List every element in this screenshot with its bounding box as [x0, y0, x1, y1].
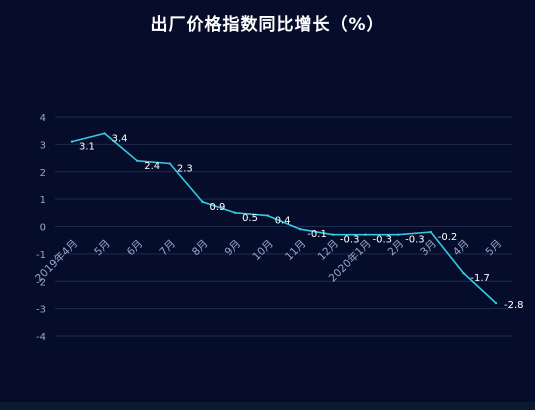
- x-tick-label: 5月: [483, 238, 504, 259]
- data-point: [331, 233, 335, 236]
- data-point: [103, 132, 106, 135]
- data-point: [233, 211, 237, 215]
- y-tick-label: 4: [40, 113, 46, 124]
- series-line: [71, 132, 497, 304]
- data-label: -0.3: [405, 235, 425, 246]
- x-tick-label: 6月: [125, 238, 146, 259]
- x-tick-label: 5月: [92, 238, 113, 259]
- y-tick-label: -1: [36, 250, 46, 261]
- x-tick-label: 10月: [250, 238, 275, 263]
- y-tick-label: 3: [40, 140, 46, 151]
- y-tick-label: -4: [36, 332, 46, 343]
- data-point: [299, 228, 302, 231]
- y-tick-label: -2: [36, 277, 46, 288]
- y-tick-label: -3: [36, 305, 46, 316]
- data-point: [70, 140, 74, 143]
- data-label: -2.8: [504, 300, 524, 311]
- data-point: [168, 162, 172, 165]
- data-label: 0.4: [275, 216, 291, 227]
- x-tick-label: 11月: [283, 238, 308, 263]
- data-point: [266, 214, 269, 217]
- y-tick-label: 0: [40, 223, 46, 234]
- data-point: [136, 159, 139, 162]
- data-point: [364, 233, 367, 236]
- data-point: [201, 200, 204, 204]
- data-label: -0.3: [373, 235, 393, 246]
- x-tick-label: 7月: [157, 238, 178, 259]
- y-tick-label: 2: [40, 168, 46, 179]
- x-tick-label: 9月: [223, 238, 244, 259]
- data-label: 2.3: [177, 164, 193, 175]
- data-point: [396, 233, 400, 236]
- data-label: -1.7: [470, 273, 490, 284]
- data-label: 2.4: [144, 161, 160, 172]
- data-point: [429, 230, 432, 234]
- data-label: -0.3: [340, 235, 360, 246]
- data-point: [462, 271, 465, 275]
- x-tick-label: 12月: [316, 238, 341, 263]
- data-point: [494, 301, 498, 305]
- chart-title: 出厂价格指数同比增长（%）: [150, 15, 385, 35]
- y-tick-label: 1: [40, 195, 46, 206]
- data-label: -0.2: [438, 232, 458, 243]
- data-label: -0.1: [307, 229, 327, 240]
- data-label: 0.5: [242, 213, 258, 224]
- data-label: 0.9: [209, 202, 225, 213]
- data-label: 3.4: [112, 133, 128, 144]
- data-label: 3.1: [79, 142, 95, 153]
- x-tick-label: 8月: [190, 238, 211, 259]
